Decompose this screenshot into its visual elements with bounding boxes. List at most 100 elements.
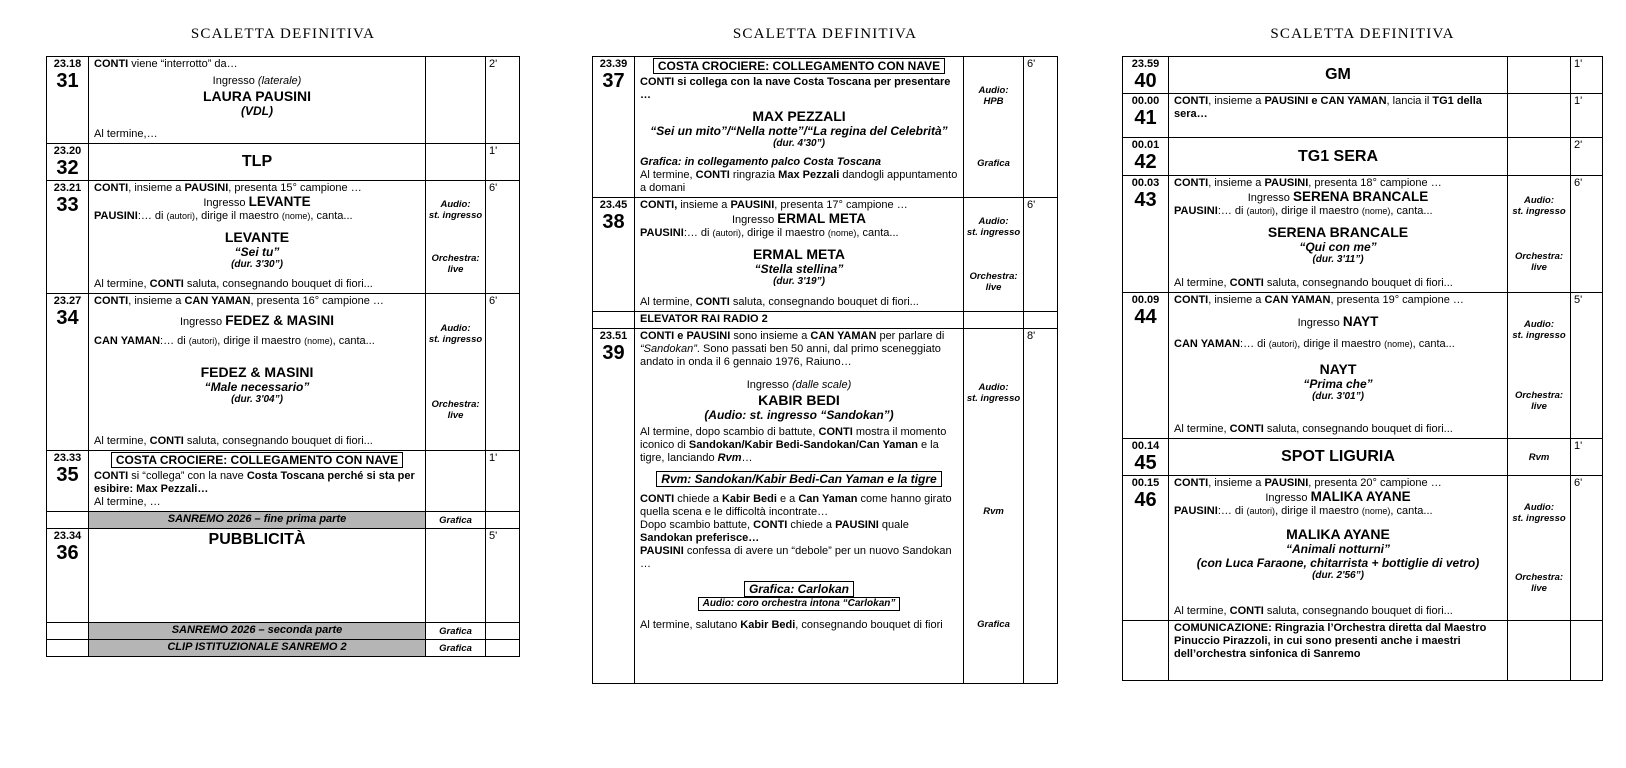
boxed-label: COSTA CROCIERE: COLLEGAMENTO CON NAVE <box>652 58 946 74</box>
text-line: (dur. 3'11”) <box>1174 254 1502 266</box>
content-cell: CONTI, insieme a PAUSINI, presenta 18° c… <box>1169 176 1508 292</box>
text-segment: (dur. 3'30”) <box>231 259 283 270</box>
text-segment: Ingresso <box>212 75 258 87</box>
text-segment: (VDL) <box>241 104 273 118</box>
text-segment: PAUSINI <box>184 182 229 194</box>
text-line: (con Luca Faraone, chitarrista + bottigl… <box>1174 556 1502 570</box>
text-segment: PAUSINI <box>730 199 775 211</box>
text-line: PAUSINI confessa di avere un “debole” pe… <box>640 545 958 571</box>
text-segment: :… di <box>683 227 713 239</box>
text-line: CONTI, insieme a PAUSINI, presenta 15° c… <box>94 182 420 195</box>
rundown-row: 23.39 37 COSTA CROCIERE: COLLEGAMENTO CON … <box>593 57 1057 197</box>
text-segment: PAUSINI <box>1174 505 1218 517</box>
text-segment: CONTI <box>695 169 730 181</box>
text-segment: , presenta 20° campione … <box>1308 477 1442 489</box>
text-segment: CONTI e PAUSINI <box>640 330 731 342</box>
text-segment: Ingresso <box>1297 317 1343 329</box>
rundown-row: 23.59 40 GM 1' <box>1123 57 1602 93</box>
text-segment: Sandokan preferisce… <box>640 532 760 544</box>
text-line: Al termine, CONTI saluta, consegnando bo… <box>1174 423 1502 436</box>
content-cell: CONTI e PAUSINI sono insieme a CAN YAMAN… <box>635 329 964 683</box>
item-number: 34 <box>56 307 79 329</box>
side-note: Audio: HPB <box>978 84 1009 107</box>
content-cell: PUBBLICITÀ <box>89 529 426 622</box>
text-segment: “Stella stellina” <box>754 262 844 276</box>
content-cell: COSTA CROCIERE: COLLEGAMENTO CON NAVE CON… <box>635 57 964 197</box>
rundown-row: 23.33 35 COSTA CROCIERE: COLLEGAMENTO CON … <box>47 450 519 511</box>
text-segment: PAUSINI <box>1264 477 1309 489</box>
start-time: 23.21 <box>53 182 82 194</box>
duration-value: 6' <box>1574 177 1583 189</box>
duration-cell: 6' <box>1024 57 1057 197</box>
text-segment: MALIKA AYANE <box>1286 526 1390 542</box>
boxed-label: COSTA CROCIERE: COLLEGAMENTO CON NAVE <box>110 452 404 468</box>
time-cell <box>47 623 89 639</box>
text-line: “Stella stellina” <box>640 262 958 276</box>
rundown-row: COMUNICAZIONE: Ringrazia l’Orchestra dir… <box>1123 620 1602 680</box>
duration-cell <box>1024 312 1057 328</box>
text-line: MAX PEZZALI <box>640 108 958 124</box>
item-number: 36 <box>56 542 79 564</box>
side-note: Audio: st. ingresso <box>1512 195 1566 217</box>
text-segment: Al termine, <box>94 278 150 290</box>
duration-value: 2' <box>1574 139 1583 151</box>
duration-value: 5' <box>1574 294 1583 306</box>
text-segment: ERMAL META <box>752 246 846 262</box>
content-cell: CONTI viene “interrotto” da… Ingresso (la… <box>89 57 426 143</box>
text-segment: , insieme a <box>128 295 185 307</box>
text-segment: SANREMO 2026 – fine prima parte <box>167 513 347 525</box>
text-segment: CAN YAMAN <box>1264 294 1331 306</box>
text-line: “Qui con me” <box>1174 240 1502 254</box>
text-segment: CAN YAMAN <box>94 335 161 347</box>
duration-cell <box>486 640 519 656</box>
side-note: Orchestra: live <box>1514 572 1564 594</box>
rundown-row: 23.34 36 PUBBLICITÀ 5' <box>47 528 519 622</box>
item-number: 32 <box>56 157 79 179</box>
content-cell: TG1 SERA <box>1169 138 1508 175</box>
side-note: Audio: st. ingresso <box>428 199 483 221</box>
item-number: 40 <box>1134 70 1157 92</box>
side-note: Orchestra: live <box>431 399 480 421</box>
content-cell: CONTI, insieme a PAUSINI, presenta 15° c… <box>89 181 426 293</box>
page-title: SCALETTA DEFINITIVA <box>732 26 918 42</box>
start-time: 23.18 <box>53 58 82 70</box>
text-segment: , canta... <box>1412 338 1455 350</box>
duration-cell: 6' <box>486 181 519 293</box>
duration-value: 1' <box>489 452 498 464</box>
text-segment: CONTI <box>1174 477 1209 489</box>
text-line: Rvm: Sandokan/Kabir Bedi-Can Yaman e la … <box>640 471 958 487</box>
side-note: Orchestra: live <box>969 270 1018 293</box>
text-segment: , dirige il maestro <box>741 227 828 239</box>
text-line: ELEVATOR RAI RADIO 2 <box>640 313 958 326</box>
rundown-row: 00.14 45 SPOT LIGURIA Rvm 1' <box>1123 438 1602 475</box>
text-segment: Al termine, <box>640 296 696 308</box>
rundown-row: CLIP ISTITUZIONALE SANREMO 2 Grafica <box>47 639 519 656</box>
text-line: (dur. 3'19”) <box>640 276 958 288</box>
rundown-row: 00.03 43 CONTI, insieme a PAUSINI, present… <box>1123 175 1602 292</box>
text-line: (dur. 4'30”) <box>640 138 958 150</box>
text-segment: … <box>741 452 753 464</box>
text-line: Ingresso NAYT <box>1174 315 1502 330</box>
text-line: (VDL) <box>94 104 420 118</box>
text-segment: CONTI <box>94 182 129 194</box>
text-line: Ingresso SERENA BRANCALE <box>1174 190 1502 205</box>
text-line: GM <box>1174 65 1502 84</box>
text-line: (Audio: st. ingresso “Sandokan”) <box>640 408 958 422</box>
rundown-row: 23.51 39 CONTI e PAUSINI sono insieme a CA… <box>593 328 1057 683</box>
side-note: Orchestra: live <box>1514 389 1564 412</box>
text-line: “Prima che” <box>1174 377 1502 391</box>
text-segment: (dur. 3'01”) <box>1312 391 1364 402</box>
text-segment: chiede a <box>787 519 836 531</box>
rundown-row: 00.15 46 CONTI, insieme a PAUSINI, present… <box>1123 475 1602 620</box>
text-line: PAUSINI:… di (autori), dirige il maestro… <box>1174 505 1502 518</box>
text-segment: per parlare di <box>876 330 945 342</box>
notes-cell <box>426 451 486 511</box>
text-line: NAYT <box>1174 361 1502 377</box>
text-segment: saluta, consegnando bouquet di fiori... <box>183 435 373 447</box>
side-note: Grafica <box>977 158 1010 170</box>
text-segment: e la tigre, lanciando <box>640 439 939 464</box>
text-segment: ringrazia <box>729 169 779 181</box>
text-segment: “Prima che” <box>1303 377 1373 391</box>
text-segment: CONTI <box>1174 294 1209 306</box>
duration-cell <box>1571 621 1602 680</box>
